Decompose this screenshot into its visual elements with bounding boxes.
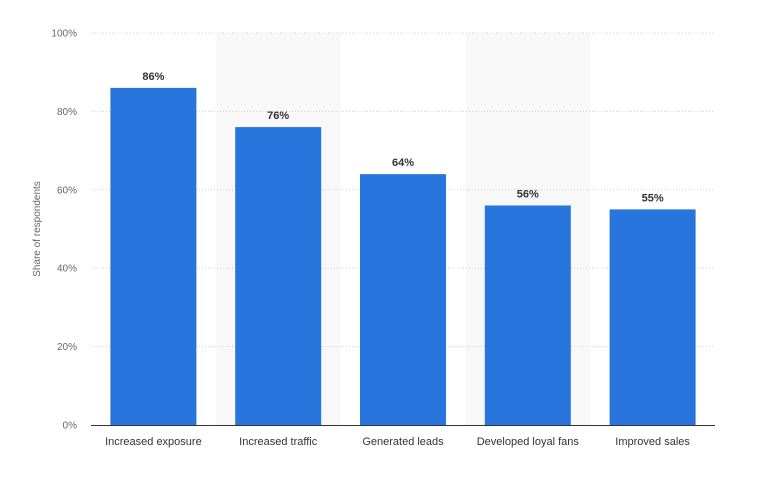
x-tick-label: Improved sales <box>615 436 690 448</box>
y-tick-label: 40% <box>57 264 77 275</box>
x-tick-label: Increased traffic <box>239 436 318 448</box>
y-tick-label: 20% <box>57 342 77 353</box>
y-tick-label: 0% <box>63 421 78 432</box>
y-tick-label: 60% <box>57 185 77 196</box>
data-label: 55% <box>642 192 664 204</box>
bar <box>110 87 197 425</box>
x-tick-label: Developed loyal fans <box>477 436 580 448</box>
bar <box>360 174 446 425</box>
data-labels: 86% 76% 64% 56% 55% <box>142 71 663 205</box>
y-axis-ticks: 0% 20% 40% 60% 80% 100% <box>51 29 77 432</box>
y-tick-label: 80% <box>57 107 77 118</box>
bar <box>609 209 696 425</box>
bar <box>235 127 322 425</box>
x-tick-label: Generated leads <box>362 436 444 448</box>
bars <box>110 87 696 425</box>
data-label: 64% <box>392 157 414 169</box>
x-tick-label: Increased exposure <box>105 436 202 448</box>
data-label: 56% <box>517 188 539 200</box>
y-axis-title: Share of respondents <box>32 181 43 277</box>
bar <box>484 205 571 425</box>
y-tick-label: 100% <box>51 29 77 40</box>
data-label: 76% <box>267 110 289 122</box>
data-label: 86% <box>142 71 164 83</box>
x-axis-labels: Increased exposure Increased traffic Gener… <box>105 436 690 448</box>
